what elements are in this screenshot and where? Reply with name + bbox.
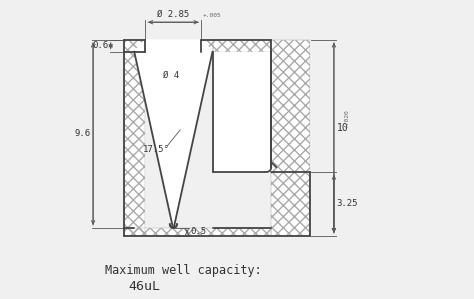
Polygon shape [124, 228, 271, 236]
Polygon shape [201, 40, 212, 52]
Text: 0.5: 0.5 [190, 227, 206, 236]
Polygon shape [146, 40, 201, 52]
Text: Ø 2.85: Ø 2.85 [157, 10, 190, 19]
Text: +.020: +.020 [345, 109, 350, 128]
Text: 17.5°: 17.5° [143, 145, 170, 154]
Polygon shape [271, 40, 310, 236]
Text: 10: 10 [337, 123, 348, 133]
Polygon shape [124, 40, 146, 236]
Text: +.005: +.005 [203, 13, 221, 18]
Polygon shape [212, 52, 271, 172]
Text: Ø 4: Ø 4 [164, 71, 180, 80]
Text: Maximum well capacity:: Maximum well capacity: [105, 264, 262, 277]
Text: 3.25: 3.25 [337, 199, 358, 208]
Polygon shape [212, 40, 271, 52]
Polygon shape [134, 40, 212, 228]
Text: 9.6: 9.6 [74, 129, 90, 138]
Text: 46uL: 46uL [128, 280, 160, 293]
Text: 0.6: 0.6 [92, 41, 109, 50]
